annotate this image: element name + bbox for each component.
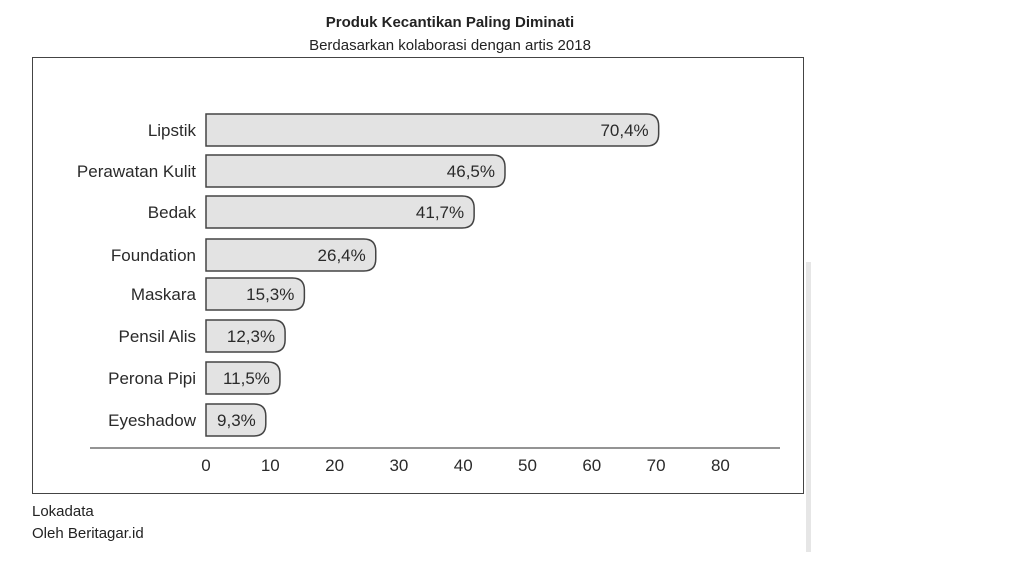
x-axis: 0 10 20 30 40 50 60 70 80 [90,447,780,475]
value-label-foundation: 26,4% [318,246,366,265]
category-label-lipstik: Lipstik [148,121,197,140]
bar-perawatan-kulit [205,154,506,188]
source-line-2: Oleh Beritagar.id [32,525,144,542]
chart-subtitle: Berdasarkan kolaborasi dengan artis 2018 [309,37,591,54]
value-label-maskara: 15,3% [246,285,294,304]
value-label-perawatan-kulit: 46,5% [447,162,495,181]
value-label-lipstik: 70,4% [600,121,648,140]
bar-bedak [205,195,475,229]
x-tick-label-50: 50 [518,456,537,475]
x-tick-label-20: 20 [325,456,344,475]
value-label-bedak: 41,7% [416,203,464,222]
bar-perona-pipi [205,361,281,395]
value-label-eyeshadow: 9,3% [217,411,256,430]
x-tick-label-80: 80 [711,456,730,475]
category-label-bedak: Bedak [148,203,197,222]
bars-layer: Lipstik 70,4% Perawatan Kulit 46,5% Bedak 41,… [77,113,660,437]
x-tick-label-0: 0 [201,456,210,475]
value-label-pensil-alis: 12,3% [227,327,275,346]
x-tick-label-10: 10 [261,456,280,475]
x-tick-label-60: 60 [582,456,601,475]
bar-lipstik [205,113,660,147]
x-tick-label-30: 30 [389,456,408,475]
bar-pensil-alis [205,319,286,353]
x-tick-label-40: 40 [454,456,473,475]
category-label-foundation: Foundation [111,246,196,265]
page-edge-shadow [806,262,811,552]
x-tick-label-70: 70 [647,456,666,475]
category-label-pensil-alis: Pensil Alis [119,327,196,346]
category-label-perona-pipi: Perona Pipi [108,369,196,388]
bar-foundation [205,238,377,272]
bar-maskara [205,277,306,311]
category-label-maskara: Maskara [131,285,197,304]
bar-eyeshadow [205,403,267,437]
category-label-perawatan-kulit: Perawatan Kulit [77,162,196,181]
chart-frame [32,57,804,494]
chart-title: Produk Kecantikan Paling Diminati [325,14,575,31]
source-line-1: Lokadata [32,503,94,520]
value-label-perona-pipi: 11,5% [223,369,270,388]
category-label-eyeshadow: Eyeshadow [108,411,197,430]
